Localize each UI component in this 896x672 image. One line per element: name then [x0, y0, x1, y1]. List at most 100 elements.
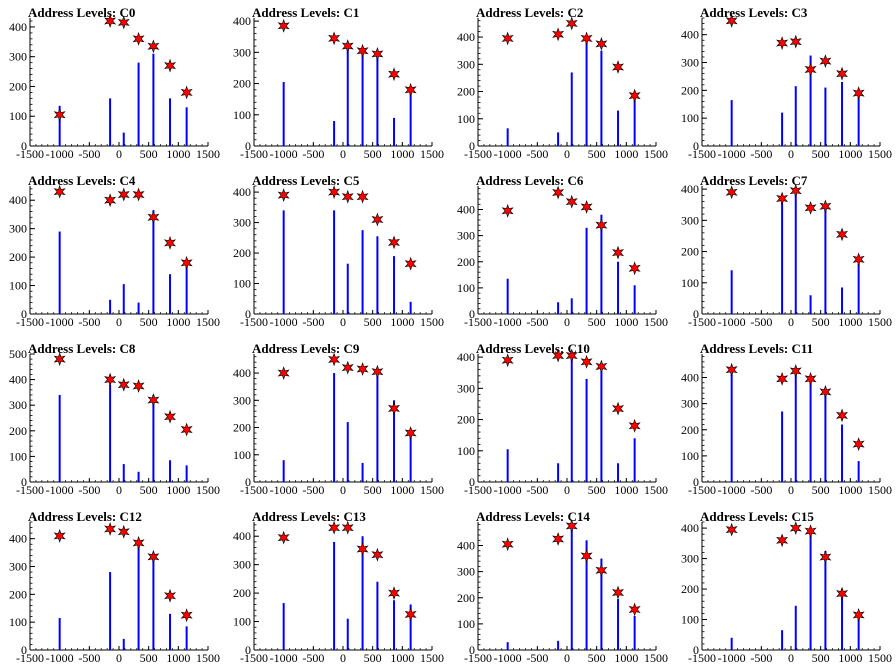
star-marker	[132, 379, 145, 393]
chart-panel: Address Levels: C7 0 100 200 300 400 -1500 -100…	[672, 168, 896, 336]
star-marker	[565, 519, 578, 533]
bar	[730, 100, 733, 146]
bar	[841, 424, 844, 482]
star-marker	[552, 532, 565, 546]
bar	[633, 99, 636, 146]
star-marker	[725, 522, 738, 537]
x-tick-label: -500	[302, 315, 324, 329]
bar	[633, 616, 636, 650]
x-tick-label: -1000	[494, 651, 522, 665]
y-tick-label: 100	[233, 108, 251, 122]
chart-title: Address Levels: C1	[252, 5, 360, 20]
y-tick-label: 0	[469, 643, 475, 657]
x-tick-label: 0	[116, 147, 122, 161]
y-tick-label: 400	[9, 532, 27, 546]
star-marker	[836, 66, 849, 81]
bar	[409, 301, 412, 314]
x-tick-label: -1500	[464, 315, 492, 329]
chart-svg: 0 100 200 300 400 -1500 -1000 -500 0 500 1000 1500	[681, 354, 892, 497]
x-tick-label: 0	[564, 147, 570, 161]
bar	[333, 373, 336, 482]
x-tick-label: 0	[788, 315, 794, 329]
star-marker	[852, 437, 865, 452]
bar	[585, 227, 588, 314]
bar	[824, 87, 827, 146]
y-tick-label: 100	[681, 613, 699, 627]
y-tick-label: 200	[457, 255, 475, 269]
y-tick-label: 200	[233, 77, 251, 91]
bar	[152, 394, 155, 482]
star-marker	[277, 530, 290, 545]
chart-svg: 0 100 200 300 400 -1500 -1000 -500 0 500 1000 1500	[9, 184, 220, 329]
bar	[122, 284, 125, 314]
x-tick-label: -1000	[270, 483, 298, 497]
bar	[361, 536, 364, 650]
star-marker	[277, 18, 290, 33]
bar	[617, 261, 620, 314]
x-tick-label: 500	[588, 315, 606, 329]
x-tick-label: -500	[526, 651, 548, 665]
y-tick-label: 400	[9, 193, 27, 207]
bar	[857, 461, 860, 482]
x-tick-label: -1500	[688, 147, 716, 161]
chart-title: Address Levels: C9	[252, 341, 360, 356]
bar	[282, 210, 285, 314]
chart-panel: Address Levels: C14 0 100 200 300 400 -1500 -10…	[448, 504, 672, 672]
bar	[809, 295, 812, 314]
x-tick-label: -500	[78, 483, 100, 497]
star-marker	[501, 31, 514, 46]
chart-svg: 0 100 200 300 400 -1500 -1000 -500 0 500 1000 1500	[233, 352, 444, 497]
x-tick-label: 1000	[838, 483, 862, 497]
y-tick-label: 0	[469, 307, 475, 321]
y-tick-label: 100	[9, 615, 27, 629]
x-tick-label: 1000	[390, 483, 414, 497]
x-tick-label: -1500	[240, 483, 268, 497]
bar	[109, 384, 112, 482]
star-marker	[164, 409, 177, 424]
chart-title: Address Levels: C4	[28, 173, 136, 188]
x-tick-label: 500	[588, 147, 606, 161]
bar	[152, 210, 155, 314]
x-tick-label: 1000	[390, 315, 414, 329]
bar	[600, 558, 603, 650]
x-tick-label: 1500	[868, 483, 892, 497]
bar	[557, 640, 560, 650]
x-tick-label: -500	[750, 315, 772, 329]
x-tick-label: 1500	[644, 315, 668, 329]
star-marker	[852, 252, 865, 267]
y-tick-label: 300	[233, 216, 251, 230]
star-marker	[612, 585, 625, 600]
star-marker	[404, 256, 417, 271]
star-marker	[789, 34, 802, 49]
y-tick-label: 0	[245, 139, 251, 153]
y-tick-label: 0	[693, 307, 699, 321]
star-marker	[147, 210, 160, 225]
y-tick-label: 400	[457, 203, 475, 217]
chart-panel: Address Levels: C3 0 100 200 300 400 -1500 -100…	[672, 0, 896, 168]
bar	[781, 630, 784, 650]
x-tick-label: 0	[340, 651, 346, 665]
star-marker	[580, 549, 593, 563]
x-tick-label: 0	[116, 315, 122, 329]
x-tick-label: 500	[140, 147, 158, 161]
star-marker	[776, 36, 789, 50]
bar	[557, 302, 560, 314]
star-marker	[836, 408, 849, 423]
bar	[794, 372, 797, 482]
bar	[557, 463, 560, 482]
y-tick-label: 0	[693, 139, 699, 153]
x-tick-label: -1000	[718, 483, 746, 497]
star-marker	[819, 199, 832, 214]
bar	[169, 613, 172, 650]
bar	[58, 231, 61, 314]
chart-title: Address Levels: C12	[28, 509, 142, 524]
y-tick-label: 300	[681, 552, 699, 566]
x-tick-label: 500	[364, 651, 382, 665]
star-marker	[164, 235, 177, 250]
star-marker	[53, 107, 66, 122]
y-tick-label: 0	[21, 475, 27, 489]
x-tick-label: 500	[364, 147, 382, 161]
star-marker	[104, 193, 117, 208]
chart-panel: Address Levels: C8 0 100 200 300 400 500 -1500-…	[0, 336, 224, 504]
